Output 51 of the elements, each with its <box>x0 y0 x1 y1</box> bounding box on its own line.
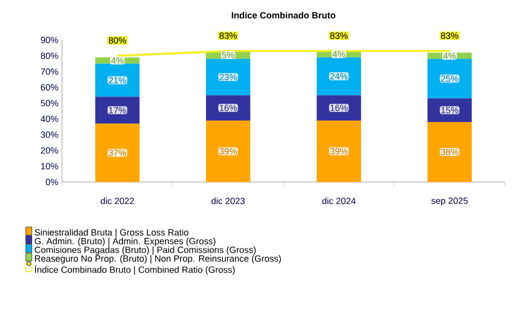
legend-label: Reaseguro No Prop. (Bruto) | Non Prop. Reinsurance (Gross) <box>35 255 281 264</box>
data-label: 39% <box>330 148 348 154</box>
y-tick-label: 30% <box>40 131 58 138</box>
bar <box>427 122 472 182</box>
data-label: 83% <box>330 32 348 39</box>
data-label: 23% <box>220 74 237 80</box>
data-label: 83% <box>220 32 237 39</box>
bar <box>316 120 362 182</box>
legend-label: G. Admin. (Bruto) | Admin. Expenses (Gross) <box>34 238 216 246</box>
bar <box>206 120 250 182</box>
data-label: 16% <box>330 104 348 112</box>
data-label: 37% <box>108 150 126 156</box>
y-tick-label: 60% <box>40 84 58 91</box>
data-label: 83% <box>441 32 458 39</box>
y-tick-label: 0% <box>46 178 58 186</box>
y-tick-label: 40% <box>40 116 58 122</box>
y-tick-label: 90% <box>40 36 58 44</box>
bar <box>206 95 250 120</box>
bar <box>95 124 140 182</box>
y-tick-label: 20% <box>40 147 58 154</box>
y-tick-label: 70% <box>40 68 58 75</box>
chart-title: Indice Combinado Bruto <box>232 12 336 18</box>
bar <box>316 95 362 120</box>
legend-label: Índice Combinado Bruto | Combined Ratio (Gross) <box>34 264 235 275</box>
data-label: 21% <box>108 77 126 84</box>
data-label: 38% <box>440 148 458 156</box>
bar <box>206 58 250 96</box>
x-tick-label: dic 2023 <box>211 198 245 204</box>
data-label: 80% <box>108 37 126 44</box>
data-label: 39% <box>219 148 237 154</box>
data-label: 17% <box>109 107 126 114</box>
data-label: 5% <box>222 52 234 58</box>
data-label: 4% <box>332 51 346 58</box>
bar <box>95 64 140 97</box>
data-label: 24% <box>330 73 348 80</box>
y-tick-label: 10% <box>41 163 58 170</box>
x-tick-label: dic 2022 <box>100 198 134 204</box>
data-label: 25% <box>441 75 458 82</box>
bar <box>95 96 140 124</box>
legend-label: Siniestralidad Bruta | Gross Loss Ratio <box>34 228 188 238</box>
y-tick-label: 80% <box>40 52 58 59</box>
y-tick-label: 50% <box>40 100 58 106</box>
x-tick-label: sep 2025 <box>431 198 468 206</box>
bar <box>316 57 362 96</box>
data-label: 4% <box>443 52 456 59</box>
data-label: 15% <box>441 107 458 114</box>
bar <box>427 58 472 98</box>
x-tick-label: dic 2024 <box>322 198 356 204</box>
data-label: 16% <box>220 104 237 112</box>
data-label: 4% <box>111 57 124 64</box>
legend-label: Comisiones Pagadas (Bruto) | Paid Comissions (Gross) <box>34 246 256 255</box>
